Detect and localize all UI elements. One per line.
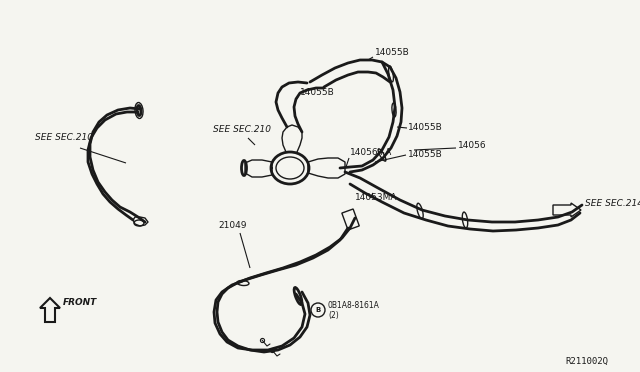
Text: SEE SEC.210: SEE SEC.210 bbox=[213, 125, 271, 134]
Text: 14056+A: 14056+A bbox=[350, 148, 392, 157]
Text: 21049: 21049 bbox=[218, 221, 246, 230]
Text: 0B1A8-8161A: 0B1A8-8161A bbox=[328, 301, 380, 310]
Text: FRONT: FRONT bbox=[63, 298, 97, 307]
Text: B: B bbox=[316, 307, 321, 313]
Text: SEE SEC.214: SEE SEC.214 bbox=[585, 199, 640, 208]
Text: 14055B: 14055B bbox=[408, 150, 443, 159]
Text: (2): (2) bbox=[328, 311, 339, 320]
Bar bbox=[342, 209, 359, 230]
Text: SEE SEC.210: SEE SEC.210 bbox=[35, 133, 93, 142]
Text: 14055B: 14055B bbox=[300, 88, 335, 97]
Text: 14056: 14056 bbox=[458, 141, 486, 150]
Text: 14055B: 14055B bbox=[408, 123, 443, 132]
Text: R211002Q: R211002Q bbox=[565, 357, 608, 366]
Text: 14055B: 14055B bbox=[375, 48, 410, 57]
Text: 14053MA: 14053MA bbox=[355, 193, 397, 202]
